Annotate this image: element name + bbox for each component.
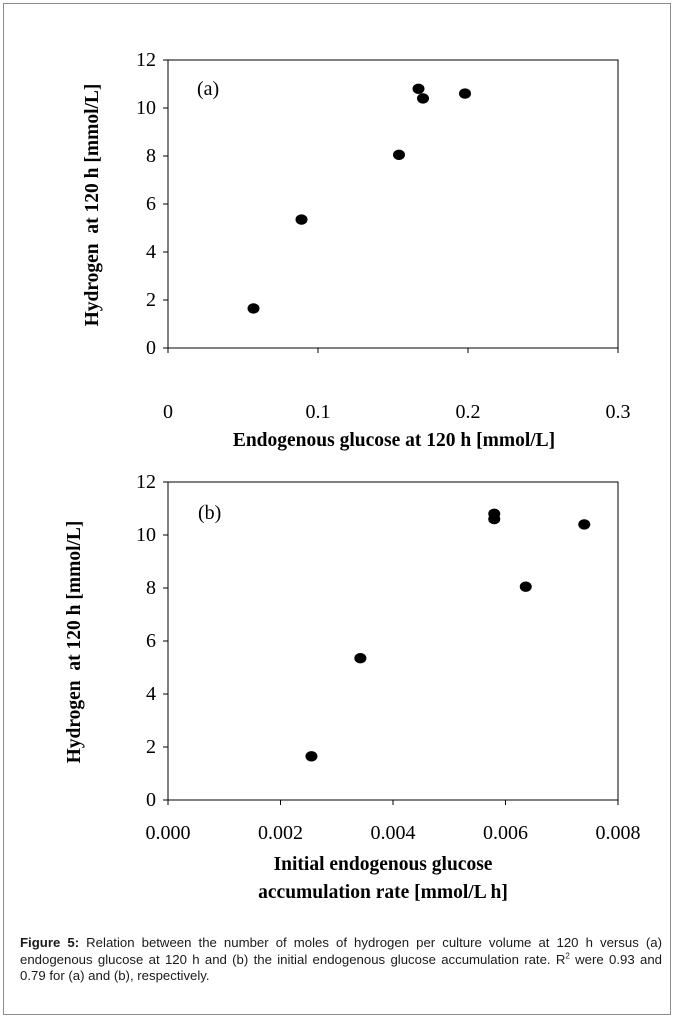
figure-caption: Figure 5: Relation between the number of… <box>20 935 662 985</box>
caption-superscript: 2 <box>565 951 570 961</box>
x-tick-label-a: 0.2 <box>456 401 481 423</box>
data-point-a <box>295 214 308 225</box>
y-tick-label-b: 4 <box>146 683 156 705</box>
x-tick-label-a: 0.3 <box>606 401 631 423</box>
x-tick-label-b: 0.000 <box>146 822 191 844</box>
x-tick-label-a: 0.1 <box>306 401 331 423</box>
y-tick-label-a: 4 <box>146 241 156 263</box>
caption-label: Figure 5: <box>20 935 80 950</box>
data-point-a <box>247 303 260 314</box>
y-tick-label-b: 10 <box>136 524 156 546</box>
x-axis-label-a: Endogenous glucose at 120 h [mmol/L] <box>233 430 555 451</box>
x-tick-label-a: 0 <box>163 401 173 423</box>
data-point-b <box>488 513 501 525</box>
y-tick-label-a: 8 <box>146 145 156 167</box>
y-tick-label-a: 12 <box>136 49 156 71</box>
y-tick-label-b: 12 <box>136 471 156 493</box>
y-tick-label-b: 0 <box>146 789 156 811</box>
data-point-a <box>417 93 429 104</box>
caption-text-1: Relation between the number of moles of … <box>20 935 662 967</box>
y-axis-label-b: Hydrogen at 120 h [mmol/L] <box>64 521 85 764</box>
plot-area-b <box>167 481 619 801</box>
y-tick-label-a: 0 <box>146 337 156 359</box>
y-tick-label-a: 6 <box>146 193 156 215</box>
y-axis-label-a: Hydrogen at 120 h [mmol/L] <box>82 84 103 327</box>
x-axis-label-line-b: accumulation rate [mmol/L h] <box>258 882 508 903</box>
data-point-b <box>519 581 532 592</box>
plot-area-a <box>167 59 619 349</box>
x-tick-label-b: 0.008 <box>596 822 641 844</box>
y-tick-label-a: 10 <box>136 97 156 119</box>
y-tick-label-b: 2 <box>146 736 156 758</box>
data-point-b <box>354 653 367 664</box>
data-point-a <box>393 149 405 160</box>
caption-text-2: were 0.93 and 0.79 for (a) and (b), resp… <box>20 951 662 984</box>
data-point-a <box>412 83 425 95</box>
data-point-a <box>459 88 471 99</box>
x-tick-label-b: 0.002 <box>258 822 303 844</box>
y-tick-label-b: 6 <box>146 630 156 652</box>
x-tick-label-b: 0.006 <box>483 822 528 844</box>
panel-label-b: (b) <box>198 502 221 524</box>
x-tick-label-b: 0.004 <box>371 822 416 844</box>
figure-frame <box>3 3 671 1015</box>
y-tick-label-b: 8 <box>146 577 156 599</box>
panel-label-a: (a) <box>197 78 219 100</box>
x-axis-label-line-b: Initial endogenous glucose <box>274 854 493 875</box>
y-tick-label-a: 2 <box>146 289 156 311</box>
data-point-b <box>578 519 591 530</box>
data-point-b <box>305 751 318 762</box>
